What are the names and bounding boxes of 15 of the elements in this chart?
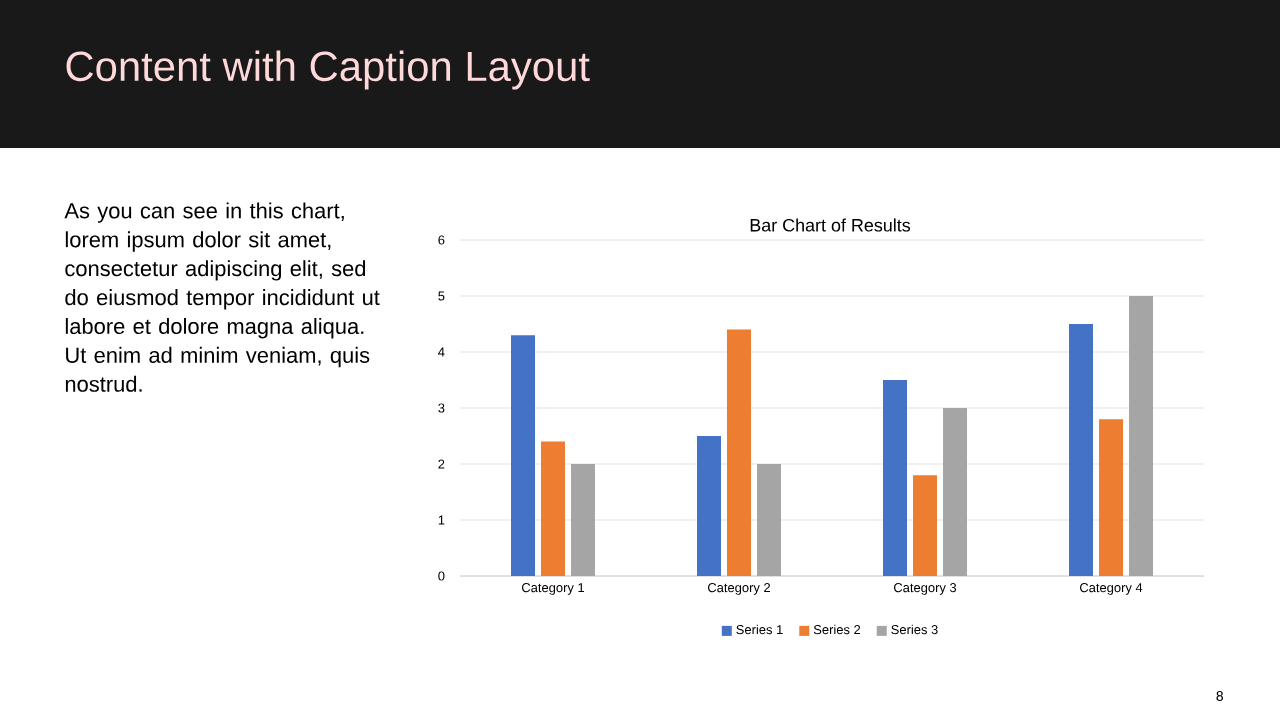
bar — [727, 329, 752, 576]
text: Content with Caption Layout — [66, 50, 590, 90]
bar — [1069, 324, 1094, 576]
text: As you can see in this chart, lorem ipsum dolor sit amet, consectetur adipiscing elit, sed do eiusmod tempor incididunt ut labore et dolore magna aliqua. Ut enim ad minim veniam, quis nostrud. — [64, 202, 380, 392]
bar — [697, 436, 722, 576]
bar — [757, 464, 782, 576]
bar — [913, 475, 938, 576]
bar — [1099, 419, 1124, 576]
bar — [1129, 296, 1154, 576]
chart-title: Bar Chart of Results — [750, 218, 911, 232]
bar — [541, 441, 566, 576]
bar — [571, 464, 596, 576]
bar — [883, 380, 908, 576]
bar — [943, 408, 968, 576]
bar — [511, 335, 536, 576]
